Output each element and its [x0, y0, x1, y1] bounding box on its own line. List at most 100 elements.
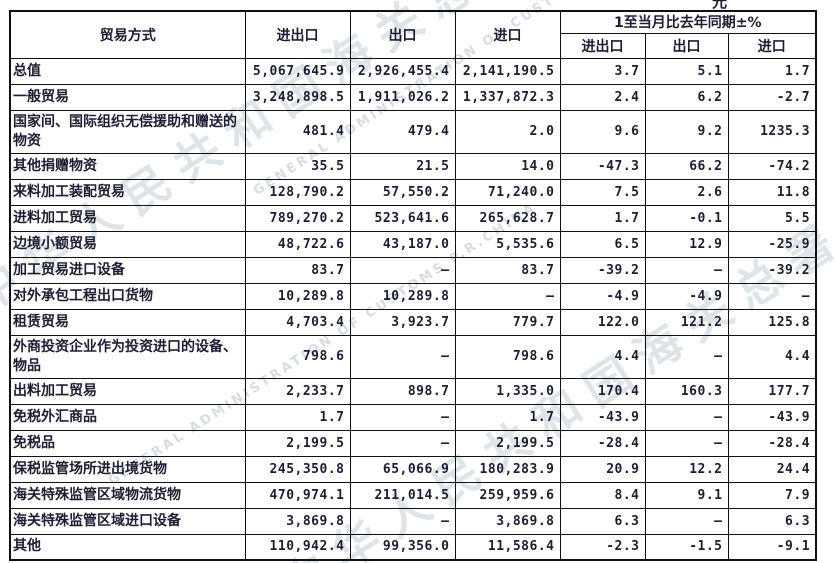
table-body: 总值 5,067,645.9 2,926,455.4 2,141,190.5 3.7 5.… — [9, 57, 817, 561]
value-cell-yoy-total: 170.4 — [559, 377, 646, 405]
table-row: 来料加工装配贸易 128,790.2 57,550.2 71,240.0 7.5 2.6 1… — [9, 178, 817, 206]
value-cell-total: 798.6 — [244, 334, 351, 379]
value-cell-yoy-export: 66.2 — [644, 152, 729, 180]
trade-mode-cell: 租赁贸易 — [9, 308, 246, 336]
value-cell-yoy-total: 7.5 — [559, 178, 646, 206]
value-cell-yoy-import: -2.7 — [727, 83, 817, 111]
value-cell-export: 10,289.8 — [349, 282, 456, 310]
value-cell-yoy-export: – — [644, 256, 729, 284]
value-cell-export: 211,014.5 — [349, 481, 456, 509]
trade-mode-cell: 进料加工贸易 — [9, 204, 246, 232]
value-cell-yoy-total: -2.3 — [559, 533, 646, 561]
trade-mode-cell: 总值 — [9, 57, 246, 85]
value-cell-yoy-total: 3.7 — [559, 57, 646, 85]
trade-statistics-table: 贸易方式 进出口 出口 进口 1至当月比去年同期±% 进出口 出口 进口 总值 5… — [9, 10, 818, 561]
value-cell-import: 798.6 — [454, 334, 561, 379]
value-cell-yoy-export: 6.2 — [644, 83, 729, 111]
col-header-total: 进出口 — [244, 10, 351, 59]
value-cell-total: 481.4 — [244, 109, 351, 154]
value-cell-import: 259,959.6 — [454, 481, 561, 509]
value-cell-yoy-total: 6.3 — [559, 507, 646, 535]
value-cell-yoy-export: 12.2 — [644, 455, 729, 483]
value-cell-yoy-import: 5.5 — [727, 204, 817, 232]
value-cell-yoy-export: -0.1 — [644, 204, 729, 232]
value-cell-yoy-export: – — [644, 507, 729, 535]
table-row: 保税监管场所进出境货物 245,350.8 65,066.9 180,283.9 20.… — [9, 455, 817, 483]
value-cell-yoy-import: -43.9 — [727, 403, 817, 431]
trade-mode-cell: 国家间、国际组织无偿援助和赠送的物资 — [9, 109, 246, 154]
value-cell-yoy-total: 4.4 — [559, 334, 646, 379]
trade-mode-cell: 免税外汇商品 — [9, 403, 246, 431]
trade-mode-cell: 出料加工贸易 — [9, 377, 246, 405]
value-cell-export: 99,356.0 — [349, 533, 456, 561]
value-cell-import: 2,141,190.5 — [454, 57, 561, 85]
value-cell-total: 4,703.4 — [244, 308, 351, 336]
value-cell-yoy-import: 7.9 — [727, 481, 817, 509]
trade-mode-cell: 保税监管场所进出境货物 — [9, 455, 246, 483]
value-cell-import: 2.0 — [454, 109, 561, 154]
value-cell-yoy-import: -39.2 — [727, 256, 817, 284]
trade-mode-cell: 来料加工装配贸易 — [9, 178, 246, 206]
table-row: 加工贸易进口设备 83.7–83.7 -39.2– -39.2 — [9, 256, 817, 284]
value-cell-yoy-total: 1.7 — [559, 204, 646, 232]
value-cell-yoy-export: 9.1 — [644, 481, 729, 509]
table-row: 国家间、国际组织无偿援助和赠送的物资 481.4 479.4 2.0 9.6 9.2 123… — [9, 109, 817, 154]
value-cell-yoy-export: 160.3 — [644, 377, 729, 405]
value-cell-yoy-total: -39.2 — [559, 256, 646, 284]
value-cell-export: 21.5 — [349, 152, 456, 180]
value-cell-yoy-import: -9.1 — [727, 533, 817, 561]
value-cell-yoy-export: 121.2 — [644, 308, 729, 336]
table-row: 海关特殊监管区域物流货物 470,974.1 211,014.5 259,959.6 8… — [9, 481, 817, 509]
unit-label: 元 — [712, 0, 728, 11]
value-cell-export: 2,926,455.4 — [349, 57, 456, 85]
value-cell-import: 11,586.4 — [454, 533, 561, 561]
value-cell-yoy-export: – — [644, 403, 729, 431]
trade-mode-cell: 外商投资企业作为投资进口的设备、物品 — [9, 334, 246, 379]
value-cell-import: 779.7 — [454, 308, 561, 336]
value-cell-total: 5,067,645.9 — [244, 57, 351, 85]
table-header: 贸易方式 进出口 出口 进口 1至当月比去年同期±% 进出口 出口 进口 — [9, 10, 817, 59]
value-cell-yoy-import: 4.4 — [727, 334, 817, 379]
value-cell-total: 35.5 — [244, 152, 351, 180]
table-row: 对外承包工程出口货物 10,289.8 10,289.8– -4.9 -4.9– — [9, 282, 817, 310]
value-cell-export: 898.7 — [349, 377, 456, 405]
value-cell-total: 3,248,898.5 — [244, 83, 351, 111]
trade-mode-cell: 一般贸易 — [9, 83, 246, 111]
trade-mode-cell: 加工贸易进口设备 — [9, 256, 246, 284]
value-cell-total: 2,199.5 — [244, 429, 351, 457]
table-row: 一般贸易 3,248,898.5 1,911,026.2 1,337,872.3 2.4… — [9, 83, 817, 111]
trade-mode-cell: 对外承包工程出口货物 — [9, 282, 246, 310]
value-cell-yoy-import: 1235.3 — [727, 109, 817, 154]
value-cell-import: 1,335.0 — [454, 377, 561, 405]
value-cell-export: 1,911,026.2 — [349, 83, 456, 111]
value-cell-export: 43,187.0 — [349, 230, 456, 258]
value-cell-yoy-export: -4.9 — [644, 282, 729, 310]
value-cell-import: 3,869.8 — [454, 507, 561, 535]
trade-mode-cell: 其他捐赠物资 — [9, 152, 246, 180]
trade-mode-cell: 其他 — [9, 533, 246, 561]
trade-mode-cell: 免税品 — [9, 429, 246, 457]
value-cell-yoy-total: 122.0 — [559, 308, 646, 336]
table-row: 进料加工贸易 789,270.2 523,641.6 265,628.7 1.7 -0.1… — [9, 204, 817, 232]
trade-mode-cell: 海关特殊监管区域物流货物 — [9, 481, 246, 509]
value-cell-import: 71,240.0 — [454, 178, 561, 206]
value-cell-yoy-total: 9.6 — [559, 109, 646, 154]
value-cell-total: 10,289.8 — [244, 282, 351, 310]
value-cell-total: 245,350.8 — [244, 455, 351, 483]
value-cell-yoy-total: -4.9 — [559, 282, 646, 310]
col-header-export: 出口 — [349, 10, 456, 59]
value-cell-import: 2,199.5 — [454, 429, 561, 457]
value-cell-import: 180,283.9 — [454, 455, 561, 483]
col-header-yoy-export: 出口 — [644, 32, 729, 59]
value-cell-export: 3,923.7 — [349, 308, 456, 336]
value-cell-export: – — [349, 256, 456, 284]
value-cell-total: 470,974.1 — [244, 481, 351, 509]
col-header-yoy-import: 进口 — [727, 32, 817, 59]
value-cell-export: 57,550.2 — [349, 178, 456, 206]
value-cell-total: 3,869.8 — [244, 507, 351, 535]
col-header-yoy-group: 1至当月比去年同期±% — [559, 10, 817, 34]
value-cell-import: 14.0 — [454, 152, 561, 180]
value-cell-import: 5,535.6 — [454, 230, 561, 258]
value-cell-total: 48,722.6 — [244, 230, 351, 258]
